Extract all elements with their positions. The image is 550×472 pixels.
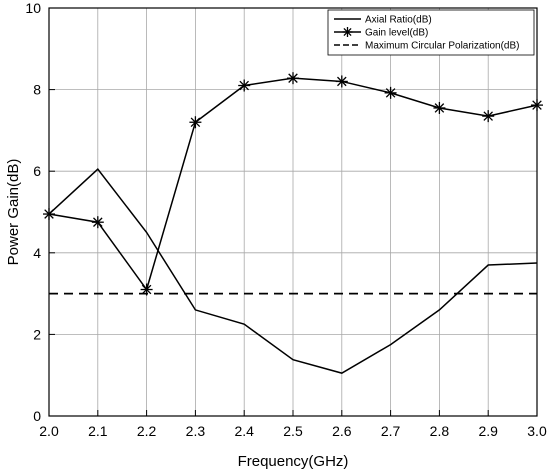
axis-ticks: 2.0 2.1 2.2 2.3 2.4 2.5 2.6 2.7 2.8 2.9 3.0 0 2 4 6 8 10 [25,0,547,439]
x-tick-label: 3.0 [527,423,547,439]
series-2-point [384,86,397,99]
x-tick-label: 2.2 [137,423,157,439]
y-axis-label: Power Gain(dB) [5,159,22,266]
x-tick-label: 2.3 [186,423,206,439]
x-tick-label: 2.0 [39,423,59,439]
legend-label: Gain level(dB) [365,28,428,39]
x-tick-label: 2.8 [430,423,450,439]
series-2-point [335,75,348,88]
series-2-point [238,79,251,92]
x-tick-label: 2.4 [234,423,254,439]
series-2-point [433,101,446,114]
x-tick-label: 2.6 [332,423,352,439]
legend: Axial Ratio(dB) Gain level(dB) Maximum Cir… [327,9,535,56]
series-2-point [482,110,495,123]
y-tick-label: 0 [33,408,41,424]
y-tick-label: 4 [33,245,41,261]
series-line-1 [48,168,538,374]
x-axis-label: Frequency(GHz) [238,453,349,470]
grid [48,7,538,417]
legend-label: Axial Ratio(dB) [365,15,432,26]
legend-marker [342,27,353,37]
x-tick-label: 2.5 [283,423,303,439]
y-tick-label: 8 [33,82,41,98]
y-tick-label: 10 [25,0,41,16]
legend-label: Maximum Circular Polarization(dB) [365,41,519,52]
x-tick-label: 2.7 [381,423,401,439]
legend-box [327,9,535,56]
y-tick-label: 2 [33,326,41,342]
y-tick-label: 6 [33,163,41,179]
x-tick-label: 2.1 [88,423,108,439]
series-2-point [91,216,104,229]
series-2-point [287,72,299,85]
x-tick-label: 2.9 [478,423,498,439]
series-2-point [189,116,202,129]
